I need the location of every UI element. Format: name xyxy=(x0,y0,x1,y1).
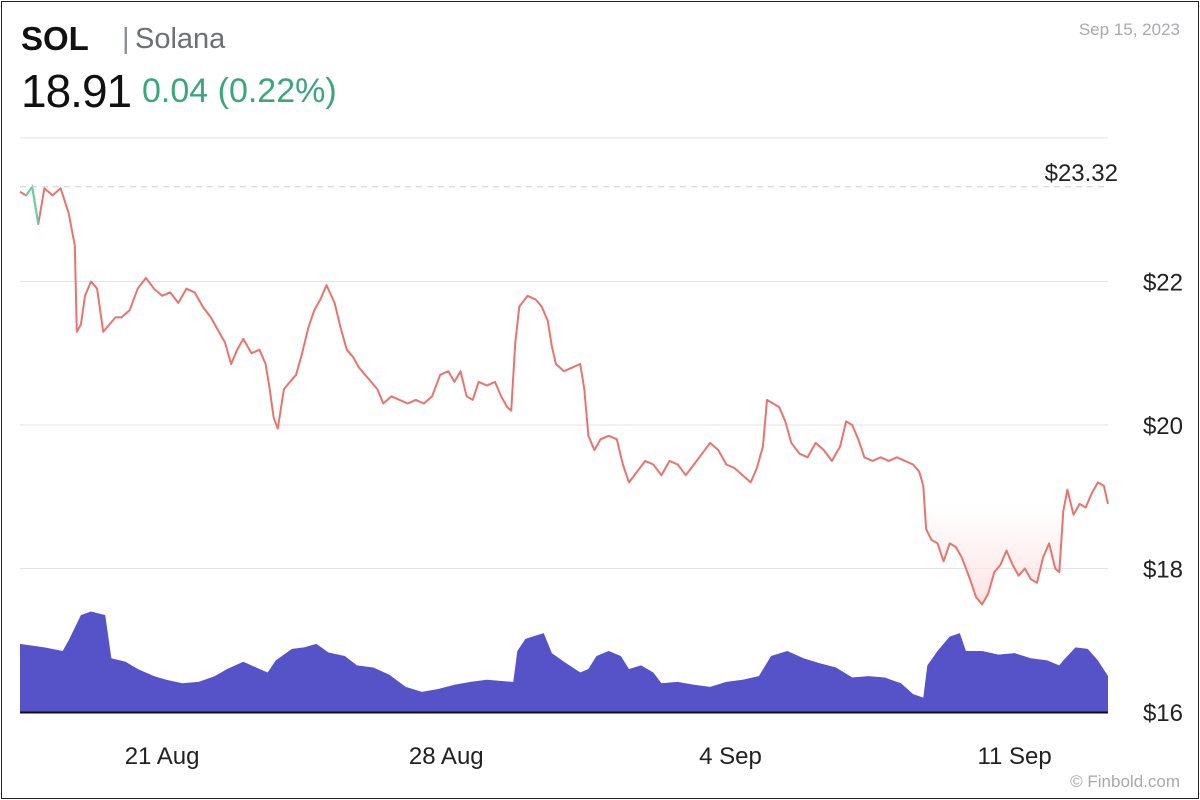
x-axis-ticks: 21 Aug 28 Aug 4 Sep 11 Sep xyxy=(125,743,1052,770)
asset-name: Solana xyxy=(135,23,226,55)
low-price-shade xyxy=(925,503,1062,605)
volume-area xyxy=(20,611,1108,712)
x-tick-label: 28 Aug xyxy=(409,743,484,770)
y-tick-label: $22 xyxy=(1143,270,1183,297)
last-price-marker: $23.32 xyxy=(20,160,1118,188)
price-change: 0.04 (0.22%) xyxy=(142,72,337,110)
y-tick-label: $20 xyxy=(1143,413,1183,440)
y-tick-label: $18 xyxy=(1143,557,1183,584)
y-axis-ticks: $16 $18 $20 $22 xyxy=(1143,270,1183,728)
last-price-label: $23.32 xyxy=(1045,160,1118,187)
x-tick-label: 11 Sep xyxy=(977,743,1051,770)
ticker-symbol: SOL xyxy=(21,20,89,57)
x-tick-label: 21 Aug xyxy=(125,743,200,770)
y-tick-label: $16 xyxy=(1143,700,1183,727)
start-highlight xyxy=(25,184,40,225)
volume-series xyxy=(20,611,1108,712)
title-separator: | xyxy=(122,23,130,55)
price-line xyxy=(19,185,1109,606)
x-tick-label: 4 Sep xyxy=(699,743,762,770)
low-shade-area xyxy=(925,503,1062,605)
source-credit: © Finbold.com xyxy=(1070,772,1180,791)
chart-date: Sep 15, 2023 xyxy=(1078,20,1180,39)
current-price: 18.91 xyxy=(21,65,132,117)
grid-lines xyxy=(20,137,1108,569)
